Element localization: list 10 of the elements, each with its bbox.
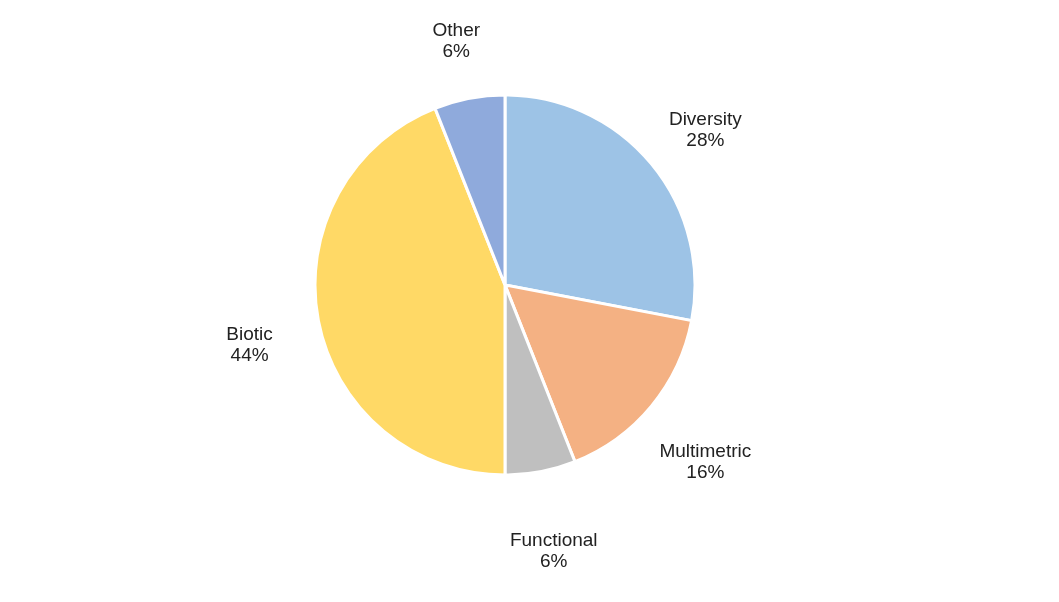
- slice-label: Diversity: [668, 108, 743, 130]
- slice-label: Functional: [509, 529, 598, 551]
- slice-label: Other: [432, 18, 481, 40]
- data-label: 16%: [686, 460, 725, 482]
- data-label: 6%: [442, 39, 471, 61]
- slice-label: Biotic: [226, 322, 273, 344]
- slice-label: Multimetric: [659, 439, 752, 461]
- data-label: 28%: [686, 129, 725, 151]
- data-label: 6%: [539, 550, 568, 572]
- data-label: 44%: [230, 343, 269, 365]
